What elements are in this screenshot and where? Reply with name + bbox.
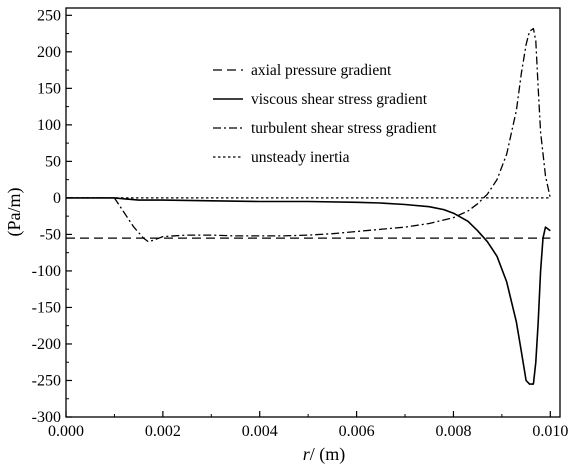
y-tick-label: 0 [53, 190, 61, 207]
y-tick-label: 100 [37, 117, 61, 134]
x-tick-label: 0.008 [435, 423, 471, 440]
y-tick-label: 200 [37, 44, 61, 61]
y-tick-label: -100 [32, 263, 61, 280]
x-axis-label: r/ (m) [303, 444, 346, 465]
legend-label-2: viscous shear stress gradient [251, 91, 428, 108]
series-line-3 [66, 27, 551, 243]
plot-frame [65, 7, 561, 418]
series-line-2 [66, 197, 551, 385]
y-tick-label: -250 [32, 372, 61, 389]
legend-label-3: turbulent shear stress gradient [251, 120, 437, 137]
y-tick-label: 50 [45, 153, 61, 170]
x-tick-label: 0.002 [145, 423, 181, 440]
y-tick-label: -300 [32, 409, 61, 426]
x-tick-label: 0.004 [242, 423, 278, 440]
x-axis-unit: / (m) [310, 444, 346, 465]
legend-label-4: unsteady inertia [251, 149, 350, 166]
x-axis-variable: r [303, 444, 311, 464]
y-tick-label: -200 [32, 336, 61, 353]
y-tick-label: -150 [32, 299, 61, 316]
y-tick-label: -50 [40, 226, 61, 243]
x-tick-label: 0.006 [339, 423, 375, 440]
y-axis-label: (Pa/m) [4, 188, 25, 237]
y-tick-label: 150 [37, 80, 61, 97]
legend: axial pressure gradient viscous shear str… [213, 62, 437, 166]
ticks-layer: 0.000 0.002 0.004 0.006 0.008 0.010 -300 -250 -2… [32, 7, 569, 440]
legend-label-1: axial pressure gradient [251, 62, 392, 79]
x-tick-label: 0.000 [48, 423, 84, 440]
series-layer [66, 27, 551, 385]
y-tick-label: 250 [37, 7, 61, 24]
x-tick-label: 0.010 [532, 423, 568, 440]
